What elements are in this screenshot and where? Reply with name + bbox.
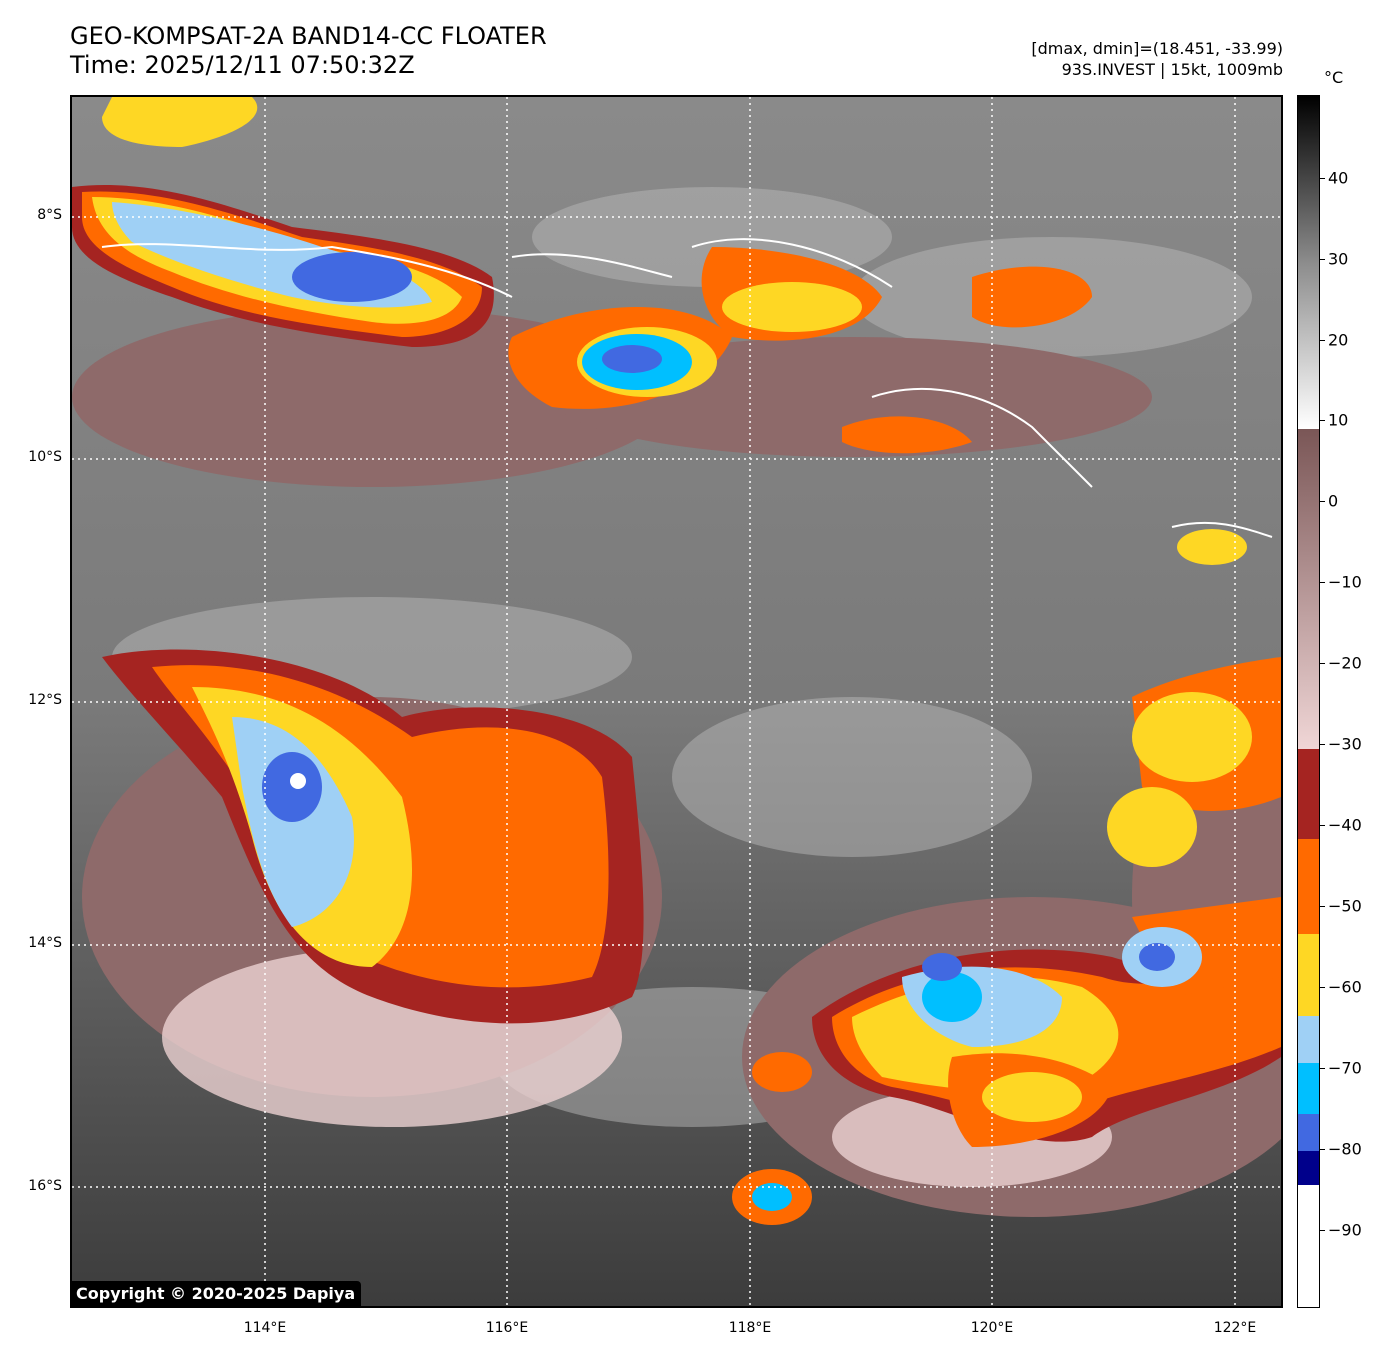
colorbar-tick (1320, 663, 1325, 664)
storm-status-text: 93S.INVEST | 15kt, 1009mb (1061, 60, 1283, 79)
lon-label-116e: 116°E (485, 1320, 529, 1336)
colorbar-tick-label-minus90: −90 (1328, 1220, 1362, 1240)
title-line-time: Time: 2025/12/11 07:50:32Z (70, 51, 415, 79)
lat-label-12s: 12°S (28, 692, 62, 708)
lon-label-120e: 120°E (970, 1320, 1014, 1336)
colorbar-tick-label-minus30: −30 (1328, 734, 1362, 754)
colorbar-scale (1298, 96, 1319, 1307)
storm-info: [dmax, dmin]=(18.451, -33.99) 93S.INVEST… (1031, 38, 1283, 80)
colorbar-tick-label-minus50: −50 (1328, 896, 1362, 916)
colorbar-tick (1320, 1149, 1325, 1150)
colorbar-unit: °C (1324, 68, 1344, 87)
lon-label-118e: 118°E (728, 1320, 772, 1336)
colorbar (1297, 95, 1320, 1308)
colorbar-tick (1320, 744, 1325, 745)
lat-label-16s: 16°S (28, 1178, 62, 1194)
chart-title: GEO-KOMPSAT-2A BAND14-CC FLOATER Time: 2… (70, 22, 547, 80)
data-range-text: [dmax, dmin]=(18.451, -33.99) (1031, 39, 1283, 58)
colorbar-tick-label-20: 20 (1328, 330, 1349, 350)
colorbar-tick (1320, 420, 1325, 421)
colorbar-tick-label-minus60: −60 (1328, 977, 1362, 997)
colorbar-tick-label-minus80: −80 (1328, 1139, 1362, 1159)
lat-label-14s: 14°S (28, 935, 62, 951)
colorbar-tick (1320, 259, 1325, 260)
colorbar-tick (1320, 825, 1325, 826)
lon-label-122e: 122°E (1213, 1320, 1257, 1336)
colorbar-tick-label-10: 10 (1328, 410, 1349, 430)
satellite-image (72, 97, 1281, 1306)
colorbar-tick (1320, 1230, 1325, 1231)
lat-label-10s: 10°S (28, 449, 62, 465)
colorbar-tick-label-40: 40 (1328, 168, 1349, 188)
lon-label-114e: 114°E (243, 1320, 287, 1336)
colorbar-tick (1320, 906, 1325, 907)
colorbar-tick (1320, 340, 1325, 341)
colorbar-tick-label-0: 0 (1328, 491, 1339, 511)
colorbar-tick-label-minus20: −20 (1328, 653, 1362, 673)
colorbar-tick-label-minus40: −40 (1328, 815, 1362, 835)
colorbar-tick (1320, 582, 1325, 583)
colorbar-tick (1320, 178, 1325, 179)
colorbar-tick (1320, 987, 1325, 988)
colorbar-tick-label-30: 30 (1328, 249, 1349, 269)
colorbar-tick-label-minus70: −70 (1328, 1058, 1362, 1078)
colorbar-tick (1320, 501, 1325, 502)
colorbar-tick-label-minus10: −10 (1328, 572, 1362, 592)
satellite-map[interactable] (70, 95, 1283, 1308)
title-line-product: GEO-KOMPSAT-2A BAND14-CC FLOATER (70, 22, 547, 50)
copyright-badge: Copyright © 2020-2025 Dapiya (70, 1281, 362, 1306)
colorbar-tick (1320, 1068, 1325, 1069)
lat-label-8s: 8°S (37, 207, 62, 223)
